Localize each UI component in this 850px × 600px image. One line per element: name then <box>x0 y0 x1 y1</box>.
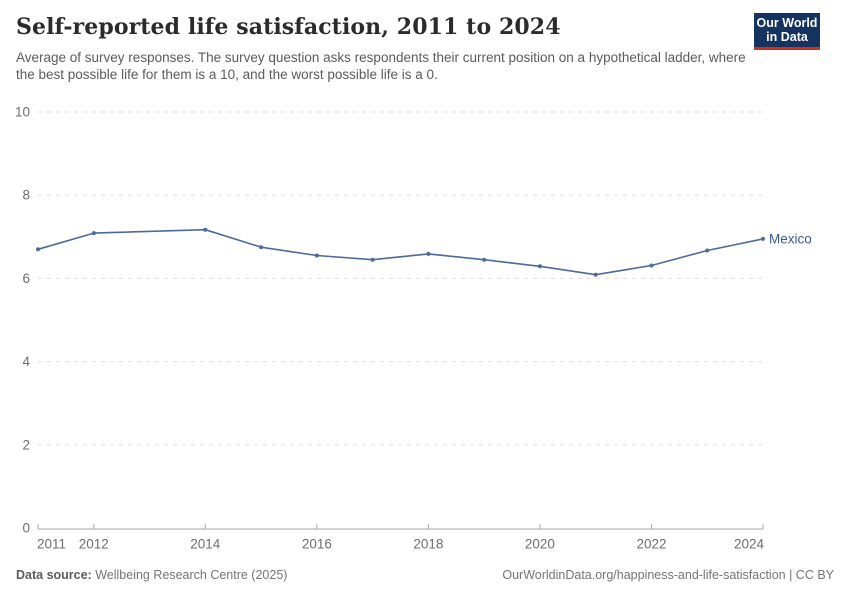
data-point-mexico-2011[interactable] <box>36 247 40 252</box>
owid-logo[interactable]: Our World in Data <box>754 13 820 50</box>
data-point-mexico-2014[interactable] <box>203 227 208 232</box>
data-point-mexico-2017[interactable] <box>370 257 375 262</box>
y-axis-label-2: 2 <box>22 437 30 452</box>
x-axis-label-2020: 2020 <box>525 537 555 552</box>
chart-subtitle: Average of survey responses. The survey … <box>16 50 746 82</box>
footer-link: OurWorldinData.org/happiness-and-life-sa… <box>502 568 834 582</box>
x-axis-label-2011: 2011 <box>37 537 66 552</box>
y-axis-label-0: 0 <box>22 521 30 536</box>
data-point-mexico-2015[interactable] <box>259 245 264 250</box>
series-label-mexico[interactable]: Mexico <box>769 231 812 246</box>
data-point-mexico-2016[interactable] <box>314 253 319 258</box>
data-point-mexico-2012[interactable] <box>91 231 96 236</box>
data-point-mexico-2018[interactable] <box>426 251 431 256</box>
data-source: Data source: Wellbeing Research Centre (… <box>16 568 287 582</box>
data-point-mexico-2024[interactable] <box>761 236 765 241</box>
data-point-mexico-2022[interactable] <box>649 263 654 268</box>
x-axis-label-2012: 2012 <box>79 537 109 552</box>
y-axis-label-4: 4 <box>22 354 30 369</box>
y-axis-label-10: 10 <box>15 105 30 120</box>
data-point-mexico-2020[interactable] <box>537 264 542 269</box>
data-point-mexico-2023[interactable] <box>705 248 710 253</box>
data-point-mexico-2019[interactable] <box>482 257 487 262</box>
x-axis-label-2016: 2016 <box>302 537 332 552</box>
line-chart[interactable]: 0 2 4 6 8 10 2011 2012 2014 2016 2018 2020 2022 2024 M… <box>0 95 850 565</box>
y-axis-label-6: 6 <box>22 271 30 286</box>
owid-logo-line2: in Data <box>766 30 808 44</box>
data-source-value: Wellbeing Research Centre (2025) <box>91 568 288 582</box>
x-axis-label-2018: 2018 <box>413 537 443 552</box>
x-axis-label-2024: 2024 <box>734 537 765 552</box>
series-line-mexico <box>37 228 764 276</box>
data-point-mexico-2021[interactable] <box>593 272 598 277</box>
data-source-label: Data source: <box>16 568 92 582</box>
chart-footer: Data source: Wellbeing Research Centre (… <box>16 568 834 582</box>
chart-header: Self-reported life satisfaction, 2011 to… <box>16 13 834 83</box>
x-axis-label-2022: 2022 <box>636 537 666 552</box>
chart-title: Self-reported life satisfaction, 2011 to… <box>16 14 561 40</box>
y-axis-label-8: 8 <box>22 188 30 203</box>
x-axis-label-2014: 2014 <box>190 537 221 552</box>
owid-logo-line1: Our World <box>756 16 818 30</box>
